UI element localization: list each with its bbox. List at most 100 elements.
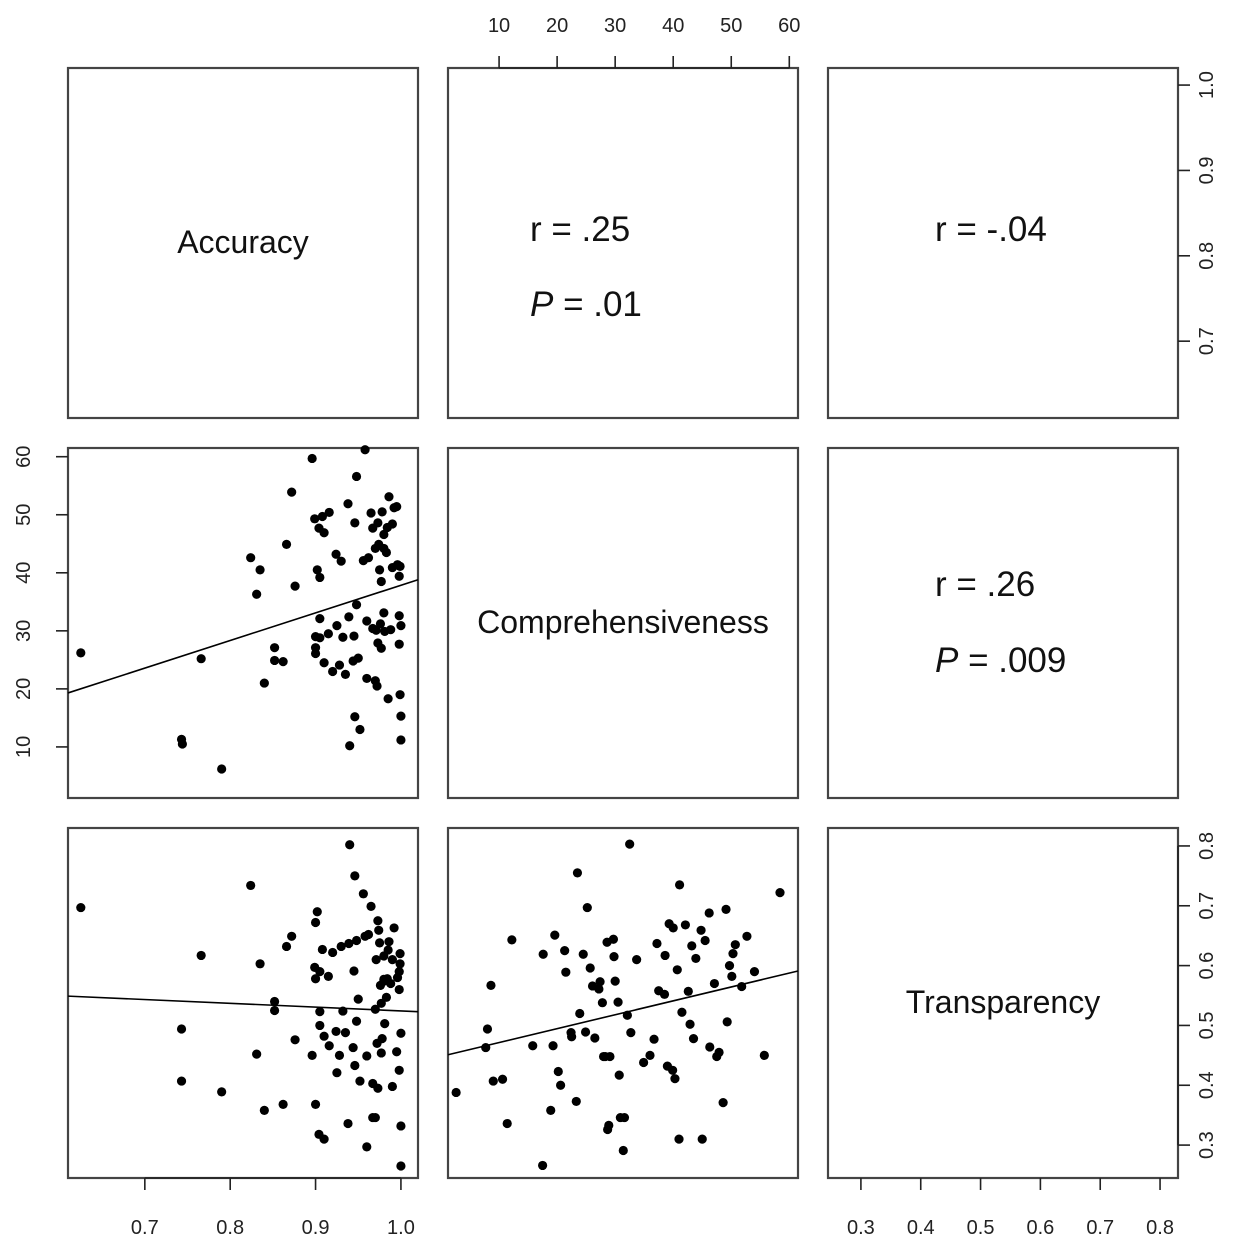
scatter-point-comprehensiveness-transparency	[556, 1080, 566, 1090]
scatter-point-accuracy-comprehensiveness	[328, 666, 338, 677]
scatter-point-comprehensiveness-transparency	[625, 839, 635, 849]
fit-line-accuracy-transparency	[67, 995, 419, 1013]
scatter-point-accuracy-transparency	[217, 1087, 227, 1097]
scatter-point-accuracy-comprehensiveness	[373, 518, 383, 528]
scatter-point-accuracy-transparency	[362, 1051, 372, 1061]
scatter-point-comprehensiveness-transparency	[714, 1047, 724, 1057]
x-tick-label-transparency: 0.5	[967, 1217, 995, 1239]
scatter-point-accuracy-transparency	[355, 1076, 365, 1086]
scatter-point-accuracy-comprehensiveness	[315, 572, 325, 583]
x-tick-label-accuracy: 0.8	[216, 1217, 244, 1239]
scatter-point-accuracy-comprehensiveness	[281, 539, 292, 549]
scatter-point-accuracy-comprehensiveness	[259, 678, 269, 688]
scatter-point-accuracy-transparency	[278, 1099, 288, 1110]
scatter-point-comprehensiveness-transparency	[572, 868, 583, 878]
scatter-point-accuracy-transparency	[246, 880, 256, 891]
scatter-point-comprehensiveness-transparency	[605, 1051, 615, 1062]
scatter-point-accuracy-comprehensiveness	[353, 653, 363, 663]
scatter-point-accuracy-transparency	[315, 1020, 325, 1031]
x-tick-label-transparency: 0.4	[907, 1217, 935, 1239]
scatter-point-accuracy-comprehensiveness	[392, 502, 402, 512]
scatter-point-comprehensiveness-transparency	[683, 986, 693, 996]
scatter-point-accuracy-comprehensiveness	[177, 739, 187, 749]
scatter-point-comprehensiveness-transparency	[585, 963, 595, 973]
scatter-point-comprehensiveness-transparency	[775, 888, 785, 898]
scatter-point-accuracy-transparency	[362, 1142, 372, 1152]
scatter-point-accuracy-comprehensiveness	[396, 735, 406, 745]
scatter-point-comprehensiveness-transparency	[639, 1057, 649, 1068]
scatter-point-accuracy-transparency	[324, 1041, 334, 1051]
scatter-point-accuracy-transparency	[374, 925, 384, 935]
scatter-point-accuracy-transparency	[392, 1047, 402, 1057]
scatter-point-comprehensiveness-transparency	[618, 1145, 628, 1156]
y-tick-label-transparency: 0.7	[1196, 892, 1218, 920]
scatter-point-accuracy-transparency	[349, 966, 359, 976]
scatter-point-comprehensiveness-transparency	[721, 904, 731, 914]
scatter-point-comprehensiveness-transparency	[619, 1112, 630, 1123]
scatter-point-comprehensiveness-transparency	[538, 949, 548, 959]
scatter-point-accuracy-comprehensiveness	[362, 616, 372, 626]
scatter-point-accuracy-transparency	[310, 1099, 321, 1110]
scatter-point-comprehensiveness-transparency	[597, 998, 607, 1008]
scatter-point-accuracy-comprehensiveness	[307, 453, 317, 464]
scatter-point-accuracy-comprehensiveness	[394, 639, 404, 649]
scatter-point-accuracy-comprehensiveness	[269, 643, 280, 653]
scatter-point-accuracy-comprehensiveness	[351, 600, 362, 610]
scatter-point-accuracy-transparency	[287, 931, 297, 941]
scatter-point-accuracy-comprehensiveness	[310, 648, 321, 659]
scatter-point-accuracy-transparency	[350, 871, 360, 881]
variable-name-comprehensiveness: Comprehensiveness	[477, 604, 769, 640]
scatter-point-accuracy-comprehensiveness	[255, 565, 265, 575]
scatter-point-accuracy-transparency	[389, 923, 399, 933]
stat-r-accuracy-comprehensiveness: r = .25	[530, 210, 630, 249]
x-tick-label-comprehensiveness: 40	[662, 15, 684, 37]
scatter-point-accuracy-comprehensiveness	[394, 611, 404, 621]
scatter-point-accuracy-transparency	[269, 1005, 280, 1016]
panel-transparency-vs-accuracy	[66, 826, 420, 1180]
scatter-point-comprehensiveness-transparency	[614, 1070, 624, 1080]
panel-transparency-vs-comprehensiveness	[446, 826, 800, 1180]
p-value: = .009	[958, 641, 1066, 680]
scatter-point-comprehensiveness-transparency	[759, 1050, 769, 1060]
scatter-point-accuracy-transparency	[353, 994, 363, 1004]
scatter-point-comprehensiveness-transparency	[502, 1118, 512, 1129]
scatter-point-comprehensiveness-transparency	[670, 1074, 680, 1084]
scatter-point-comprehensiveness-transparency	[700, 935, 710, 946]
scatter-point-comprehensiveness-transparency	[590, 1033, 600, 1043]
scatter-point-comprehensiveness-transparency	[546, 1105, 556, 1115]
scatter-point-comprehensiveness-transparency	[578, 949, 588, 959]
scatter-point-comprehensiveness-transparency	[672, 965, 682, 975]
scatter-point-accuracy-transparency	[370, 1112, 380, 1123]
y-tick-label-accuracy: 1.0	[1196, 71, 1218, 99]
scatter-point-comprehensiveness-transparency	[728, 949, 738, 959]
scatter-point-accuracy-comprehensiveness	[338, 632, 348, 642]
scatter-point-accuracy-comprehensiveness	[372, 681, 382, 691]
scatter-point-comprehensiveness-transparency	[486, 980, 496, 990]
scatter-point-comprehensiveness-transparency	[497, 1074, 508, 1084]
scatter-point-comprehensiveness-transparency	[609, 952, 619, 962]
scatter-point-accuracy-comprehensiveness	[351, 471, 362, 482]
scatter-point-accuracy-transparency	[319, 1134, 329, 1144]
scatter-point-accuracy-transparency	[281, 941, 292, 952]
scatter-point-accuracy-transparency	[371, 955, 381, 965]
scatter-point-accuracy-transparency	[315, 966, 325, 977]
panel-accuracy-comprehensiveness-stat	[446, 66, 800, 420]
scatter-point-accuracy-comprehensiveness	[312, 565, 322, 575]
scatter-point-accuracy-comprehensiveness	[315, 633, 325, 643]
scatter-point-accuracy-comprehensiveness	[387, 519, 397, 529]
scatter-point-accuracy-comprehensiveness	[317, 511, 327, 522]
scatter-point-accuracy-comprehensiveness	[343, 499, 353, 509]
y-tick-label-accuracy: 0.7	[1196, 327, 1218, 355]
scatter-point-accuracy-comprehensiveness	[340, 669, 351, 679]
scatter-point-accuracy-transparency	[394, 1065, 404, 1075]
scatter-point-comprehensiveness-transparency	[688, 1033, 699, 1044]
scatter-point-accuracy-transparency	[396, 1161, 406, 1171]
scatter-point-accuracy-transparency	[381, 992, 392, 1002]
scatter-point-comprehensiveness-transparency	[561, 967, 571, 977]
y-tick-label-transparency: 0.3	[1196, 1131, 1218, 1159]
scatter-point-accuracy-comprehensiveness	[350, 712, 360, 722]
scatter-point-comprehensiveness-transparency	[727, 971, 737, 981]
y-tick-label-comprehensiveness: 40	[13, 562, 35, 584]
y-tick-label-transparency: 0.5	[1196, 1012, 1218, 1040]
scatter-point-accuracy-transparency	[343, 1118, 353, 1129]
